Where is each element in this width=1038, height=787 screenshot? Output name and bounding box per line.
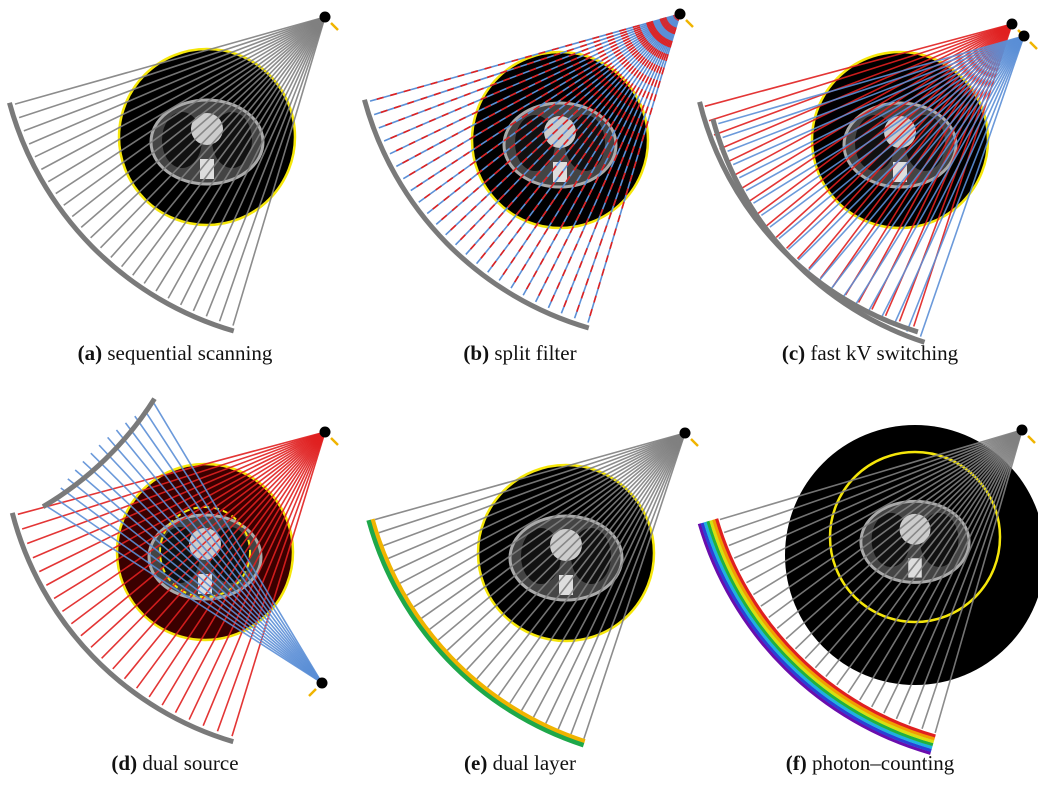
- source: [675, 9, 686, 20]
- rotation-arrow: [331, 23, 338, 30]
- caption-label: (d): [111, 751, 137, 775]
- source: [320, 427, 331, 438]
- caption-text: dual source: [142, 751, 238, 775]
- source: [1019, 31, 1030, 42]
- source: [1007, 19, 1018, 30]
- rotation-arrow: [309, 689, 316, 696]
- caption-text: photon–counting: [812, 751, 955, 775]
- caption-label: (a): [78, 341, 103, 365]
- heart: [544, 116, 576, 148]
- caption: (c) fast kV switching: [782, 341, 959, 365]
- caption-text: dual layer: [493, 751, 576, 775]
- page: {"panels": [ {"label": "(a)", "caption":…: [0, 0, 1038, 787]
- source: [1017, 425, 1028, 436]
- rotation-arrow: [1030, 42, 1037, 49]
- spine: [553, 162, 567, 182]
- rotation-arrow: [1028, 436, 1035, 443]
- source: [317, 678, 328, 689]
- caption-label: (f): [786, 751, 807, 775]
- caption: (b) split filter: [463, 341, 576, 365]
- source: [680, 428, 691, 439]
- caption-label: (e): [464, 751, 487, 775]
- caption-label: (c): [782, 341, 805, 365]
- figure: (a) sequential scanning(b) split filter(…: [0, 0, 1038, 787]
- caption: (a) sequential scanning: [78, 341, 273, 365]
- caption-text: fast kV switching: [810, 341, 958, 365]
- caption: (e) dual layer: [464, 751, 576, 775]
- caption: (f) photon–counting: [786, 751, 955, 775]
- spine: [908, 558, 922, 577]
- caption-label: (b): [463, 341, 489, 365]
- source: [320, 12, 331, 23]
- caption: (d) dual source: [111, 751, 238, 775]
- rotation-arrow: [331, 438, 338, 445]
- caption-text: sequential scanning: [107, 341, 273, 365]
- rotation-arrow: [691, 439, 698, 446]
- rotation-arrow: [686, 20, 693, 27]
- caption-text: split filter: [494, 341, 576, 365]
